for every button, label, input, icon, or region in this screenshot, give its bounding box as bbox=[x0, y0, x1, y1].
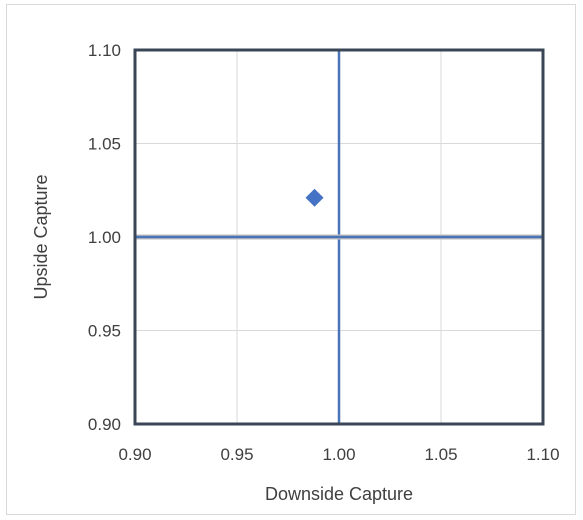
y-axis-tick-labels: 0.90 0.95 1.00 1.05 1.10 bbox=[88, 41, 121, 434]
x-tick-label: 1.05 bbox=[424, 445, 457, 464]
x-tick-label: 1.00 bbox=[322, 445, 355, 464]
plot-area-border bbox=[133, 48, 545, 426]
y-axis-title: Upside Capture bbox=[31, 174, 51, 299]
y-tick-label: 0.90 bbox=[88, 415, 121, 434]
x-tick-label: 0.95 bbox=[220, 445, 253, 464]
chart-container bbox=[6, 4, 576, 515]
x-axis-title: Downside Capture bbox=[265, 484, 413, 504]
y-tick-label: 1.10 bbox=[88, 41, 121, 60]
x-tick-label: 0.90 bbox=[118, 445, 151, 464]
data-point-diamond bbox=[305, 188, 324, 207]
x-axis-tick-labels: 0.90 0.95 1.00 1.05 1.10 bbox=[118, 445, 559, 464]
reference-lines bbox=[135, 50, 543, 424]
x-tick-label: 1.10 bbox=[526, 445, 559, 464]
y-tick-label: 0.95 bbox=[88, 322, 121, 341]
y-tick-label: 1.00 bbox=[88, 228, 121, 247]
y-tick-label: 1.05 bbox=[88, 135, 121, 154]
data-points bbox=[305, 188, 324, 207]
